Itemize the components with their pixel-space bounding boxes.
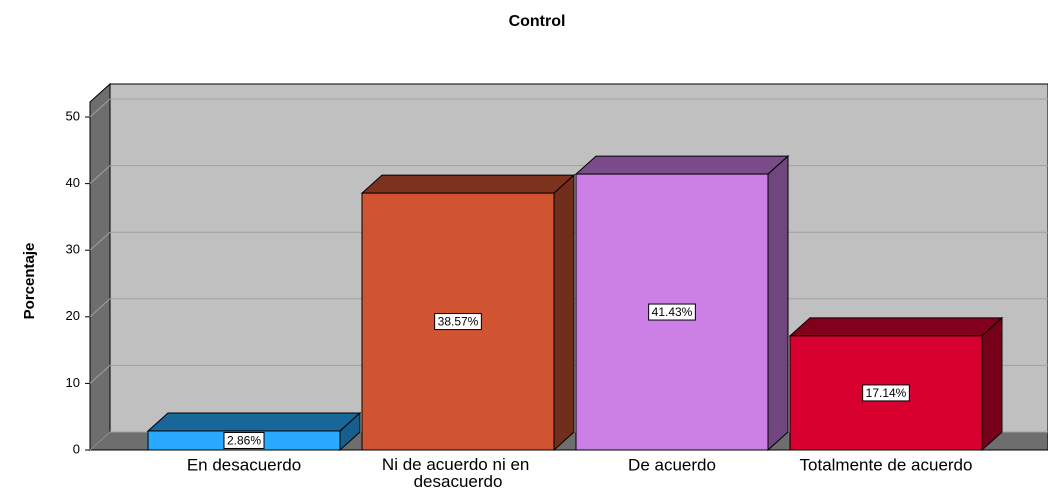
value-label-box [648,303,696,321]
grid-line [89,231,111,251]
left-wall [89,82,111,452]
x-tick-label: En desacuerdo [187,455,301,474]
value-label-box [223,431,265,449]
y-tick-label: 0 [73,441,80,456]
value-label: 38.57% [438,315,479,329]
y-tick-label: 40 [66,175,80,190]
x-tick-label: Ni de acuerdo ni en desacuerdo [382,455,534,490]
chart-title: Control [509,13,566,30]
x-tick-label: Totalmente de acuerdo [800,455,973,474]
y-axis-label: Porcentaje [21,243,38,320]
bar-top [146,412,362,432]
y-tick-label: 10 [66,375,80,390]
value-label-box [434,313,482,331]
bar-side [553,174,575,452]
y-tick-label: 20 [66,308,80,323]
bar-top [574,155,790,175]
bar-side [981,316,1003,452]
value-label-box [862,384,910,402]
value-label: 17.14% [866,386,907,400]
value-label: 2.86% [227,434,261,448]
grid-line [89,165,111,184]
bar-top [788,317,1004,337]
bar-side [767,154,789,452]
y-tick-label: 30 [66,242,80,257]
grid-line [89,431,111,451]
grid-line [89,365,111,384]
grid-line [89,98,111,118]
grid-line [89,298,111,318]
x-tick-label: De acuerdo [628,455,716,474]
bar-top [360,174,576,194]
y-tick-label: 50 [66,108,80,123]
value-label: 41.43% [652,305,693,319]
